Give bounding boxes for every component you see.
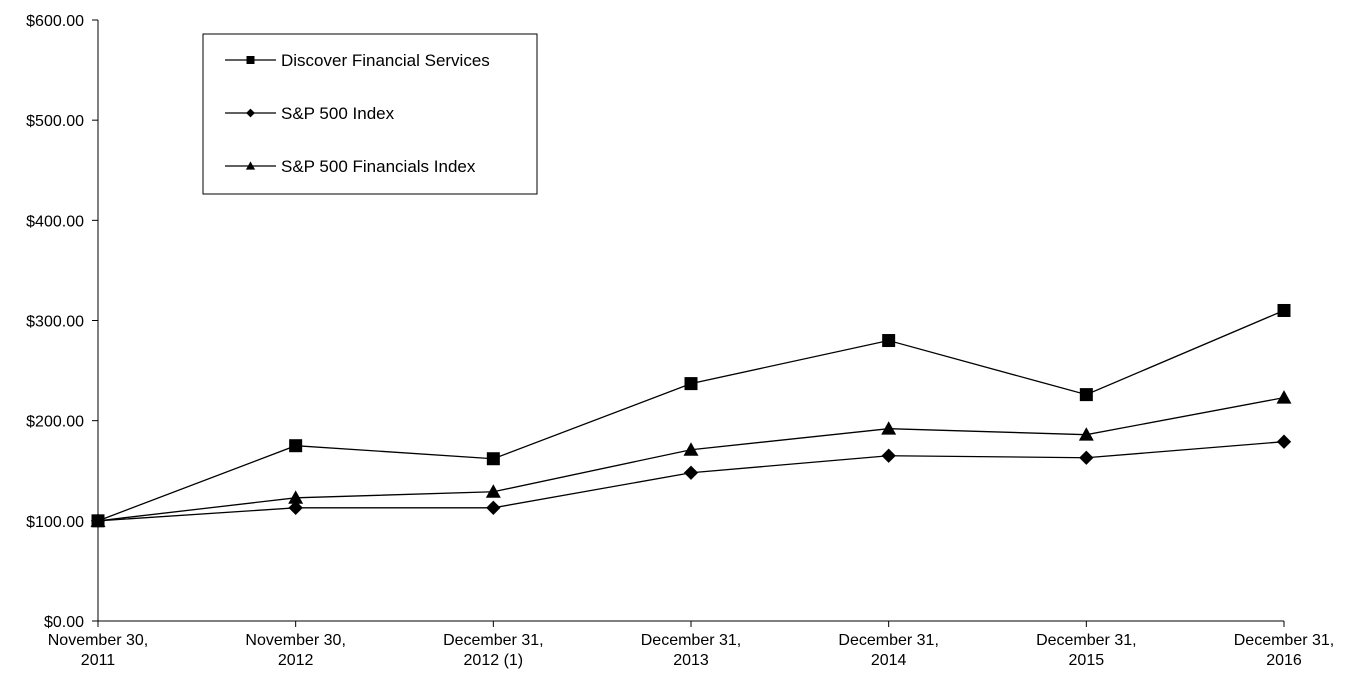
y-tick-label: $500.00 [26, 113, 84, 130]
y-tick-label: $300.00 [26, 314, 84, 331]
series-triangle [90, 390, 1292, 527]
x-tick-label-line: November 30, [245, 632, 346, 649]
data-point [1276, 390, 1292, 404]
x-tick-label-line: December 31, [838, 632, 939, 649]
data-point [1277, 303, 1291, 317]
data-point [1079, 388, 1093, 402]
x-tick-label-line: December 31, [641, 632, 742, 649]
data-point [289, 439, 303, 453]
x-tick-label: November 30, 2011 [48, 632, 149, 669]
data-point [1276, 434, 1292, 449]
data-point [683, 442, 699, 456]
x-tick-label-line: 2012 [278, 652, 314, 669]
axes: $0.00 $100.00 $200.00 $300.00 $400.00 $500.00… [26, 13, 1334, 669]
data-point [881, 448, 896, 463]
data-point [288, 500, 303, 515]
x-tick-label: December 31, 2015 [1036, 632, 1137, 669]
series-diamond [90, 434, 1292, 528]
data-point [683, 465, 699, 480]
y-tick-label: $200.00 [26, 414, 84, 431]
series-square [91, 303, 1291, 528]
data-point [288, 490, 304, 504]
x-tick-label-line: December 31, [443, 632, 544, 649]
x-tick-label: December 31, 2014 [838, 632, 939, 669]
data-point [1078, 427, 1094, 441]
y-tick-label: $0.00 [44, 614, 84, 631]
x-tick-label-line: 2014 [871, 652, 907, 669]
data-point [684, 377, 698, 391]
x-tick-label: December 31, 2016 [1234, 632, 1335, 669]
legend-label: S&P 500 Financials Index [281, 157, 476, 176]
x-tick-label: December 31, 2013 [641, 632, 742, 669]
x-tick-label-line: 2011 [81, 652, 116, 669]
series-line [97, 396, 1285, 522]
y-tick-label: $400.00 [26, 213, 84, 230]
legend-marker [245, 161, 256, 170]
x-tick-label-line: 2015 [1069, 652, 1105, 669]
legend-label: Discover Financial Services [281, 51, 490, 70]
data-point [486, 500, 501, 515]
legend: Discover Financial Services S&P 500 Index… [202, 33, 538, 195]
legend-label: S&P 500 Index [281, 104, 395, 123]
x-tick-label-line: November 30, [48, 632, 149, 649]
legend-marker [246, 108, 255, 118]
x-tick-label-line: 2016 [1266, 652, 1302, 669]
y-tick-label: $600.00 [26, 13, 84, 30]
y-tick-label: $100.00 [26, 514, 84, 531]
data-point [486, 452, 500, 466]
x-tick-label: December 31, 2012 (1) [443, 632, 544, 669]
legend-box [202, 33, 538, 195]
x-tick-label-line: December 31, [1036, 632, 1137, 649]
x-tick-label: November 30, 2012 [245, 632, 346, 669]
data-point [882, 334, 896, 348]
series-line [97, 309, 1285, 522]
series-layer [90, 303, 1292, 528]
legend-marker [246, 56, 255, 64]
data-point [90, 513, 106, 527]
data-point [1079, 450, 1094, 465]
data-point [485, 484, 501, 498]
x-tick-label-line: 2012 (1) [464, 652, 524, 669]
x-tick-label-line: December 31, [1234, 632, 1335, 649]
data-point [881, 421, 897, 435]
x-tick-label-line: 2013 [673, 652, 709, 669]
